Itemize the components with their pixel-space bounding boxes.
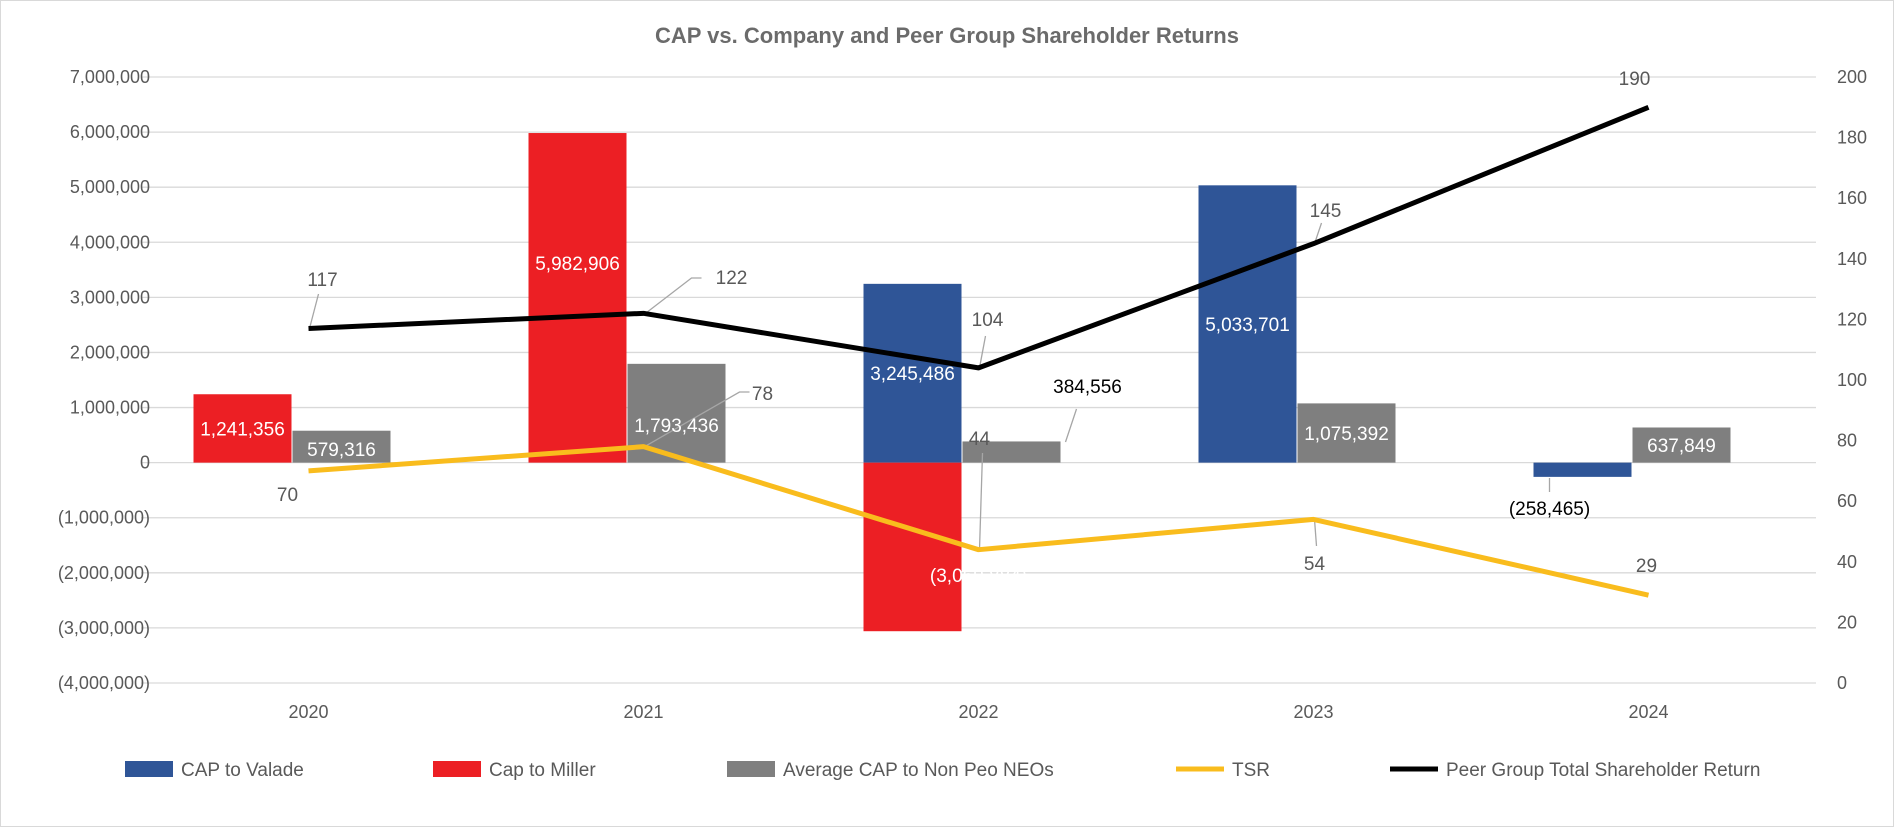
right-tick-label: 20	[1837, 612, 1857, 632]
x-tick-label: 2021	[623, 702, 663, 722]
legend-swatch	[433, 761, 481, 777]
bar-data-label: 637,849	[1647, 436, 1716, 457]
left-tick-label: 0	[140, 453, 150, 473]
right-tick-label: 120	[1837, 309, 1867, 329]
right-tick-label: 60	[1837, 491, 1857, 511]
leader-line	[978, 452, 984, 550]
right-tick-label: 140	[1837, 249, 1867, 269]
left-tick-label: (2,000,000)	[58, 563, 150, 583]
legend-label: Peer Group Total Shareholder Return	[1446, 760, 1760, 781]
bar-data-label: 3,245,486	[870, 364, 955, 385]
bar-data-label: (258,465)	[1509, 499, 1590, 520]
left-tick-label: (4,000,000)	[58, 673, 150, 693]
left-tick-label: 7,000,000	[70, 67, 150, 87]
bar	[1198, 185, 1297, 463]
left-tick-label: 2,000,000	[70, 342, 150, 362]
legend-label: CAP to Valade	[181, 760, 304, 781]
x-tick-label: 2022	[958, 702, 998, 722]
line-data-label: 78	[752, 384, 773, 405]
x-axis: 2020 2021 2022 2023 2024	[288, 702, 1668, 722]
right-tick-label: 100	[1837, 370, 1867, 390]
x-tick-label: 2024	[1628, 702, 1668, 722]
bar	[863, 283, 962, 463]
leader-line	[978, 335, 987, 369]
bar	[528, 133, 627, 463]
x-tick-label: 2023	[1293, 702, 1333, 722]
bar	[1533, 462, 1632, 477]
chart-title: CAP vs. Company and Peer Group Sharehold…	[655, 23, 1239, 48]
left-tick-label: (1,000,000)	[58, 508, 150, 528]
bar-data-label: 5,033,701	[1205, 315, 1290, 336]
right-axis: 0 20 40 60 80 100 120 140 160 180 200	[1837, 67, 1867, 693]
line-data-label: 29	[1636, 556, 1657, 577]
leader-line	[1064, 408, 1078, 443]
left-tick-label: 3,000,000	[70, 287, 150, 307]
right-tick-label: 40	[1837, 552, 1857, 572]
left-tick-label: 4,000,000	[70, 232, 150, 252]
left-tick-label: 5,000,000	[70, 177, 150, 197]
line-data-label: 44	[969, 429, 991, 450]
right-tick-label: 80	[1837, 431, 1857, 451]
bar-data-label: 1,793,436	[634, 416, 719, 437]
legend-swatch	[727, 761, 775, 777]
series-line	[308, 444, 1650, 598]
right-tick-label: 180	[1837, 128, 1867, 148]
bar-data-label: (3,059,884)	[930, 566, 1027, 587]
leader-line	[1313, 519, 1318, 547]
line-data-label: 122	[716, 268, 748, 289]
legend-label: Cap to Miller	[489, 760, 596, 781]
bar	[193, 394, 292, 463]
gridlines	[141, 76, 1816, 684]
line-data-label: 117	[307, 270, 337, 291]
left-tick-label: (3,000,000)	[58, 618, 150, 638]
series-line	[308, 104, 1650, 371]
bar-data-label: 5,982,906	[535, 254, 620, 275]
right-tick-label: 160	[1837, 188, 1867, 208]
leader-line	[308, 293, 320, 329]
line-series	[308, 104, 1650, 598]
leader-line	[644, 391, 750, 448]
legend: CAP to Valade Cap to Miller Average CAP to…	[125, 760, 1760, 781]
left-tick-label: 1,000,000	[70, 398, 150, 418]
left-tick-label: 6,000,000	[70, 122, 150, 142]
bar-data-label: 384,556	[1053, 377, 1122, 398]
line-data-label: 145	[1310, 201, 1342, 222]
bar	[1632, 427, 1731, 463]
bar-data-label: 1,241,356	[200, 419, 285, 440]
legend-swatch	[125, 761, 173, 777]
leader-lines	[308, 222, 1551, 550]
bar-data-label: 1,075,392	[1304, 424, 1389, 445]
bar	[1297, 403, 1396, 463]
data-labels: 1,241,356 5,982,906 (3,059,884) 3,245,486 5,…	[200, 69, 1716, 587]
right-tick-label: 0	[1837, 673, 1847, 693]
bar-data-label: 579,316	[307, 440, 376, 461]
left-axis: (4,000,000) (3,000,000) (2,000,000) (1,000,…	[58, 67, 150, 693]
bar	[962, 441, 1061, 463]
x-tick-label: 2020	[288, 702, 328, 722]
bar	[863, 462, 962, 632]
bar-series	[193, 133, 1731, 632]
line-data-label: 104	[972, 310, 1004, 331]
bar	[292, 430, 391, 463]
right-tick-label: 200	[1837, 67, 1867, 87]
legend-label: Average CAP to Non Peo NEOs	[783, 760, 1054, 781]
legend-label: TSR	[1232, 760, 1270, 781]
leader-line	[645, 277, 702, 314]
line-data-label: 70	[277, 485, 298, 506]
line-data-label: 54	[1304, 554, 1326, 575]
line-data-label: 190	[1619, 69, 1651, 90]
